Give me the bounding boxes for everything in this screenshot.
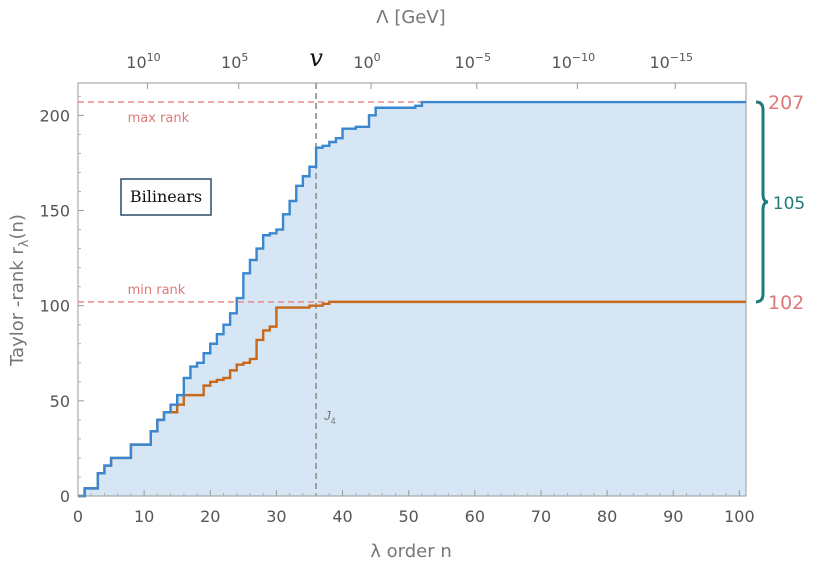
x-tick-label: 20 bbox=[200, 507, 220, 526]
y-tick-label: 0 bbox=[60, 487, 70, 506]
vline-label-sub: 4 bbox=[331, 416, 336, 426]
x-tick-label: 70 bbox=[531, 507, 551, 526]
top-tick-exponent: −15 bbox=[670, 51, 693, 64]
top-tick-label: 105 bbox=[221, 51, 248, 72]
x-tick-label: 100 bbox=[724, 507, 755, 526]
y-axis-title-sub: λ bbox=[17, 239, 32, 247]
series-area-fill bbox=[78, 102, 746, 496]
y-tick-label: 200 bbox=[39, 106, 70, 125]
x-tick-label: 40 bbox=[332, 507, 352, 526]
x-tick-label: 30 bbox=[266, 507, 286, 526]
x-tick-label: 60 bbox=[465, 507, 485, 526]
top-axis-title: Λ [GeV] bbox=[376, 7, 445, 28]
top-tick-label: 10−5 bbox=[455, 51, 492, 72]
top-tick-label: 10−10 bbox=[552, 51, 596, 72]
top-tick-exponent: 10 bbox=[147, 51, 161, 64]
hline-label-1: min rank bbox=[128, 283, 186, 298]
hline-value-0: 207 bbox=[768, 92, 804, 114]
top-tick-label: 100 bbox=[353, 51, 380, 72]
x-axis-title: λ order n bbox=[370, 541, 452, 562]
y-axis-title: Taylor -rank rλ(n) bbox=[7, 214, 32, 367]
top-tick-label: 10−15 bbox=[649, 51, 693, 72]
x-tick-label: 50 bbox=[399, 507, 419, 526]
top-tick-exponent: −10 bbox=[572, 51, 595, 64]
top-tick-exponent: −5 bbox=[475, 51, 491, 64]
x-tick-label: 0 bbox=[73, 507, 83, 526]
legend-box bbox=[120, 178, 212, 216]
x-tick-label: 90 bbox=[663, 507, 683, 526]
top-tick-exponent: 0 bbox=[374, 51, 381, 64]
y-tick-label: 50 bbox=[50, 392, 70, 411]
plot-frame bbox=[77, 82, 747, 497]
top-marker-label: v bbox=[309, 44, 323, 72]
legend-box-label: Bilinears bbox=[130, 187, 202, 206]
y-tick-label: 100 bbox=[39, 297, 70, 316]
y-tick-label: 150 bbox=[39, 202, 70, 221]
y-axis-title-main: Taylor -rank r bbox=[7, 247, 28, 367]
series-line-0 bbox=[78, 100, 746, 498]
y-axis-title-tail: (n) bbox=[7, 214, 28, 239]
hline-label-0: max rank bbox=[128, 111, 190, 126]
top-tick-label: 1010 bbox=[126, 51, 160, 72]
x-tick-label: 10 bbox=[134, 507, 154, 526]
top-tick-exponent: 5 bbox=[241, 51, 248, 64]
x-tick-label: 80 bbox=[597, 507, 617, 526]
hline-value-1: 102 bbox=[768, 292, 804, 314]
rank-gap-bracket bbox=[755, 100, 769, 304]
rank-gap-label: 105 bbox=[773, 194, 805, 214]
